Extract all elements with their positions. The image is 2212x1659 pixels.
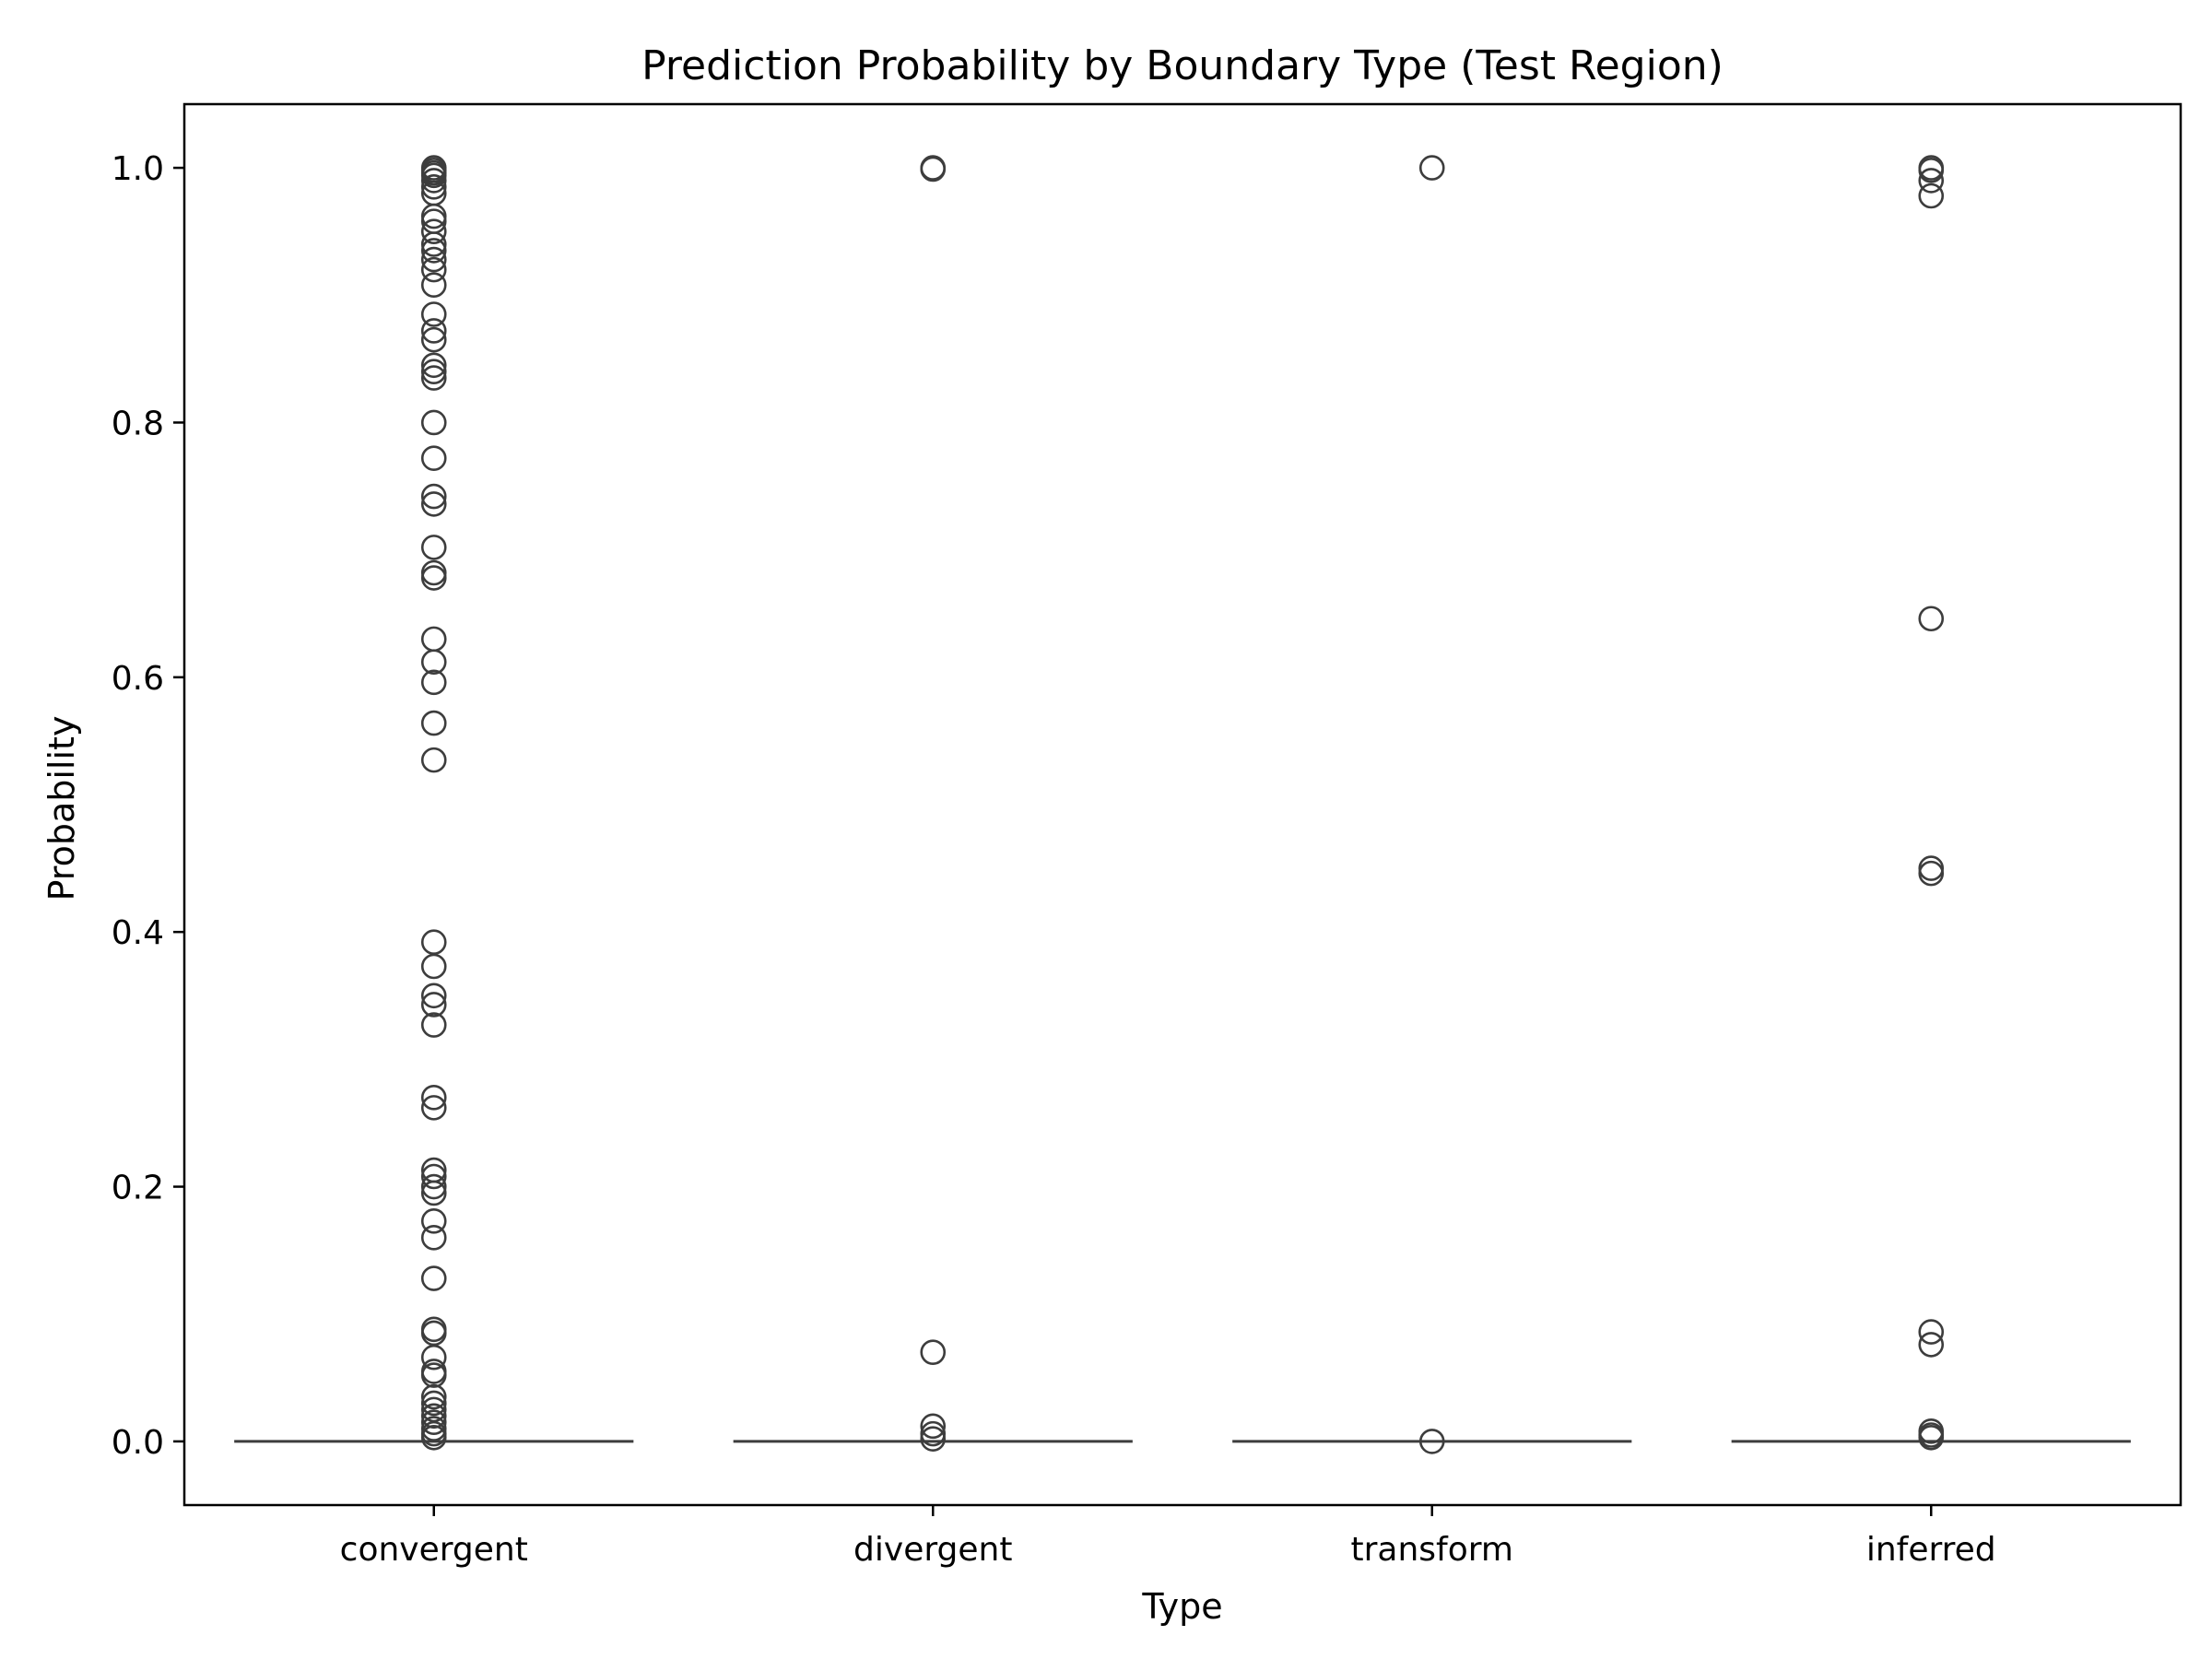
outlier-point — [1418, 1429, 1445, 1454]
plot-frame — [182, 102, 2183, 1507]
outlier-point — [1418, 155, 1445, 181]
outlier-point — [420, 318, 447, 344]
outlier-point — [420, 992, 447, 1018]
outlier-point — [420, 359, 447, 384]
outlier-point — [1918, 1332, 1945, 1358]
outlier-point — [420, 246, 447, 273]
y-tick-label: 0.0 — [112, 1424, 164, 1462]
outlier-point — [420, 1344, 447, 1371]
outlier-point — [420, 535, 447, 560]
x-axis: convergent divergent transform inferred — [340, 1505, 1996, 1569]
x-axis-label: Type — [1141, 1586, 1222, 1627]
outlier-point — [420, 208, 447, 234]
y-tick-label: 0.4 — [112, 914, 164, 952]
outlier-point — [420, 174, 447, 200]
outlier-point — [420, 491, 447, 517]
outlier-point — [420, 1403, 447, 1430]
outlier-point — [420, 1265, 447, 1291]
outlier-point — [420, 272, 447, 299]
outlier-point — [420, 982, 447, 1009]
outlier-point — [420, 1390, 447, 1417]
outlier-point — [1918, 168, 1945, 194]
outlier-point — [420, 256, 447, 283]
y-axis-label: Probability — [41, 716, 82, 901]
outlier-point — [420, 326, 447, 353]
outlier-point — [920, 1413, 947, 1440]
outlier-point — [420, 1173, 447, 1200]
outlier-point — [420, 929, 447, 956]
outlier-point — [420, 352, 447, 379]
outlier-point — [420, 1085, 447, 1111]
outlier-point — [420, 483, 447, 510]
outlier-point — [420, 218, 447, 244]
x-tick-label: inferred — [1866, 1531, 1996, 1569]
outlier-point — [1918, 855, 1945, 881]
outlier-point — [420, 409, 447, 436]
outlier-point — [420, 565, 447, 591]
outlier-point — [1918, 158, 1945, 183]
outlier-point — [420, 1409, 447, 1435]
outlier-point — [420, 559, 447, 586]
x-tick-label: convergent — [340, 1531, 528, 1569]
outlier-point — [420, 445, 447, 471]
outlier-point — [420, 1163, 447, 1190]
outlier-point — [420, 1225, 447, 1251]
x-tick-label: transform — [1351, 1531, 1513, 1569]
outlier-point — [420, 1095, 447, 1121]
outlier-point — [420, 301, 447, 327]
outlier-point — [420, 1180, 447, 1206]
outlier-point — [420, 168, 447, 194]
plot-marks — [234, 155, 2131, 1454]
outlier-point — [1918, 1319, 1945, 1345]
box-group-divergent — [733, 155, 1133, 1452]
outlier-point — [420, 1012, 447, 1038]
outlier-point — [1918, 182, 1945, 209]
outlier-point — [420, 953, 447, 980]
outlier-point — [420, 1424, 447, 1451]
outlier-point — [1918, 1424, 1945, 1451]
outlier-point — [920, 1426, 947, 1452]
box-group-convergent — [234, 155, 634, 1451]
box-group-inferred — [1731, 155, 2131, 1451]
outlier-point — [420, 231, 447, 257]
x-tick-label: divergent — [853, 1531, 1012, 1569]
chart-title: Prediction Probability by Boundary Type … — [641, 42, 1724, 89]
outlier-point — [420, 1362, 447, 1388]
outlier-point — [420, 365, 447, 391]
y-axis: 0.0 0.2 0.4 0.6 0.8 1.0 — [112, 150, 184, 1462]
outlier-point — [920, 1339, 947, 1365]
y-tick-label: 1.0 — [112, 150, 164, 188]
outlier-point — [420, 626, 447, 653]
outlier-point — [1918, 606, 1945, 632]
y-tick-label: 0.2 — [112, 1170, 164, 1207]
y-tick-label: 0.8 — [112, 405, 164, 442]
outlier-point — [920, 156, 947, 182]
outlier-point — [420, 669, 447, 696]
outlier-point — [420, 1383, 447, 1410]
box-group-transform — [1232, 155, 1632, 1454]
y-tick-label: 0.6 — [112, 660, 164, 698]
outlier-point — [420, 238, 447, 264]
outlier-point — [1918, 860, 1945, 887]
outlier-point — [420, 747, 447, 773]
outlier-point — [420, 1208, 447, 1234]
outlier-point — [420, 649, 447, 676]
outlier-point — [420, 710, 447, 736]
